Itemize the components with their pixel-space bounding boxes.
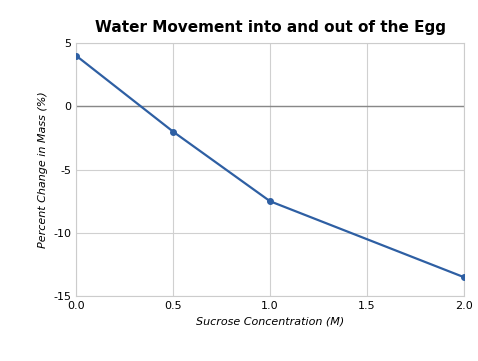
- X-axis label: Sucrose Concentration (M): Sucrose Concentration (M): [196, 317, 344, 326]
- Title: Water Movement into and out of the Egg: Water Movement into and out of the Egg: [95, 20, 445, 35]
- Y-axis label: Percent Change in Mass (%): Percent Change in Mass (%): [38, 91, 48, 248]
